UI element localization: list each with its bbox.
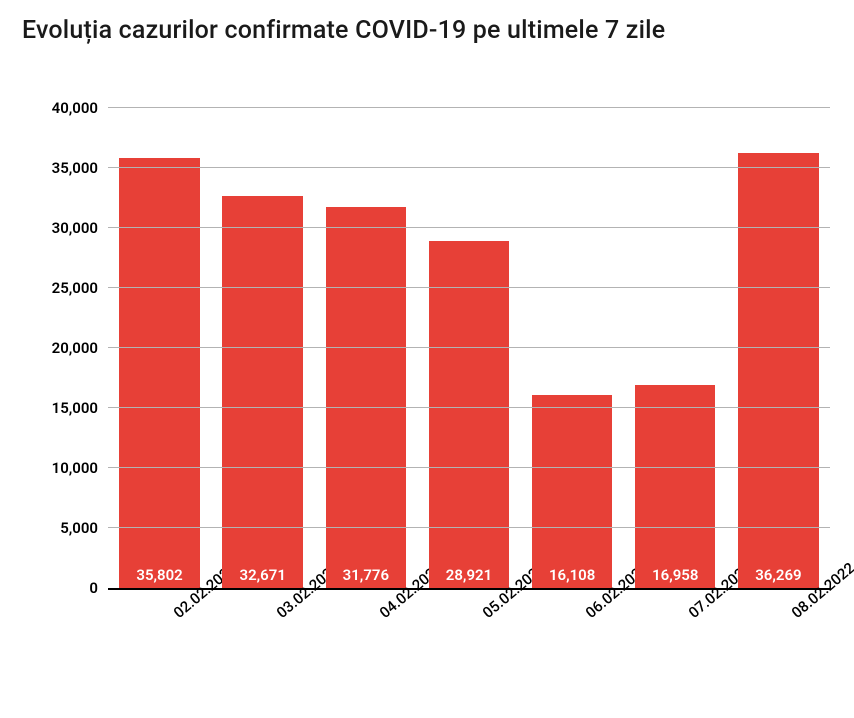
gridline	[108, 227, 830, 228]
y-axis-label: 15,000	[52, 399, 108, 417]
y-axis-label: 35,000	[52, 159, 108, 177]
bar: 16,108	[532, 395, 612, 588]
bar: 35,802	[119, 158, 199, 588]
y-axis-label: 10,000	[52, 459, 108, 477]
gridline	[108, 287, 830, 288]
bar-slot: 32,67103.02.2022	[211, 108, 314, 588]
bar-slot: 35,80202.02.2022	[108, 108, 211, 588]
covid-bar-chart: 35,80202.02.202232,67103.02.202231,77604…	[30, 78, 838, 698]
bar-value-label: 28,921	[446, 566, 492, 584]
bar-slot: 16,95807.02.2022	[624, 108, 727, 588]
gridline	[108, 167, 830, 168]
bar-value-label: 31,776	[343, 566, 389, 584]
bar-value-label: 36,269	[755, 566, 801, 584]
bar-value-label: 32,671	[240, 566, 286, 584]
y-axis-label: 0	[89, 579, 108, 597]
gridline	[108, 467, 830, 468]
gridline	[108, 347, 830, 348]
bar: 31,776	[326, 207, 406, 588]
bar: 36,269	[738, 153, 818, 588]
gridline	[108, 107, 830, 108]
bar-slot: 16,10806.02.2022	[521, 108, 624, 588]
bar: 28,921	[429, 241, 509, 588]
page: Evoluția cazurilor confirmate COVID-19 p…	[0, 0, 854, 718]
bar-value-label: 16,108	[549, 566, 595, 584]
plot-area: 35,80202.02.202232,67103.02.202231,77604…	[108, 108, 830, 590]
bar-slot: 28,92105.02.2022	[417, 108, 520, 588]
y-axis-label: 5,000	[60, 519, 108, 537]
bar-slot: 31,77604.02.2022	[314, 108, 417, 588]
bar-value-label: 16,958	[652, 566, 698, 584]
bar: 32,671	[222, 196, 302, 588]
y-axis-label: 25,000	[52, 279, 108, 297]
bar-slot: 36,26908.02.2022	[727, 108, 830, 588]
bar-value-label: 35,802	[136, 566, 182, 584]
gridline	[108, 527, 830, 528]
chart-title: Evoluția cazurilor confirmate COVID-19 p…	[22, 16, 665, 45]
bar: 16,958	[635, 385, 715, 588]
y-axis-label: 40,000	[52, 99, 108, 117]
bars-container: 35,80202.02.202232,67103.02.202231,77604…	[108, 108, 830, 588]
y-axis-label: 20,000	[52, 339, 108, 357]
y-axis-label: 30,000	[52, 219, 108, 237]
gridline	[108, 407, 830, 408]
